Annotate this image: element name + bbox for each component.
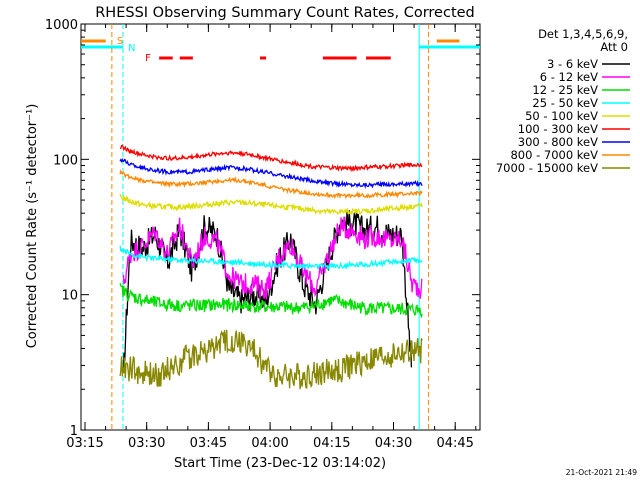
legend-entry-label: 7000 - 15000 keV (496, 161, 598, 175)
chart-title: RHESSI Observing Summary Count Rates, Co… (95, 5, 475, 21)
legend-entry-label: 800 - 7000 keV (510, 148, 598, 162)
x-tick-label: 03:30 (128, 436, 165, 451)
night-label: N (128, 43, 135, 54)
x-tick-label: 04:30 (375, 436, 412, 451)
series-line (119, 245, 423, 271)
x-tick-label: 04:00 (251, 436, 288, 451)
markers: SNF (81, 24, 480, 430)
series-line (119, 193, 423, 216)
series-line (119, 157, 423, 190)
x-axis-label: Start Time (23-Dec-12 03:14:02) (174, 456, 386, 471)
x-tick-label: 04:15 (313, 436, 350, 451)
plot-frame (80, 23, 481, 431)
series-line (119, 282, 423, 319)
series-lines (119, 144, 423, 390)
y-axis-label: Corrected Count Rate (s⁻¹ detector⁻¹) (25, 104, 40, 349)
legend-header-line1: Det 1,3,4,5,6,9, (538, 27, 628, 41)
y-tick-label: 10 (61, 289, 78, 304)
flare-label: F (145, 53, 151, 64)
x-tick-label: 03:45 (190, 436, 227, 451)
y-tick-label: 1000 (45, 18, 78, 33)
legend-header-line2: Att 0 (600, 40, 628, 54)
x-tick-label: 04:45 (436, 436, 473, 451)
legend-entry-label: 12 - 25 keV (532, 83, 598, 97)
legend-entry-label: 3 - 6 keV (547, 57, 598, 71)
timestamp: 21-Oct-2021 21:49 (566, 468, 637, 477)
series-line (119, 329, 423, 390)
series-line (119, 144, 423, 173)
x-axis: 03:15 03:30 03:45 04:00 04:15 04:30 04:45 (66, 24, 477, 451)
y-tick-label: 1 (70, 424, 78, 439)
series-line (122, 209, 413, 369)
legend-entry-label: 6 - 12 keV (540, 70, 598, 84)
plot-area-border (80, 23, 481, 431)
legend-entry-label: 300 - 800 keV (518, 135, 598, 149)
legend-entry-label: 100 - 300 keV (518, 122, 598, 136)
series-line (119, 168, 423, 200)
legend-entry-label: 25 - 50 keV (532, 96, 598, 110)
y-axis: 1 10 100 1000 (45, 18, 480, 439)
saa-label: S (117, 36, 123, 47)
x-tick-label: 03:15 (66, 436, 103, 451)
y-tick-label: 100 (53, 153, 78, 168)
legend-entry-label: 50 - 100 keV (525, 109, 598, 123)
